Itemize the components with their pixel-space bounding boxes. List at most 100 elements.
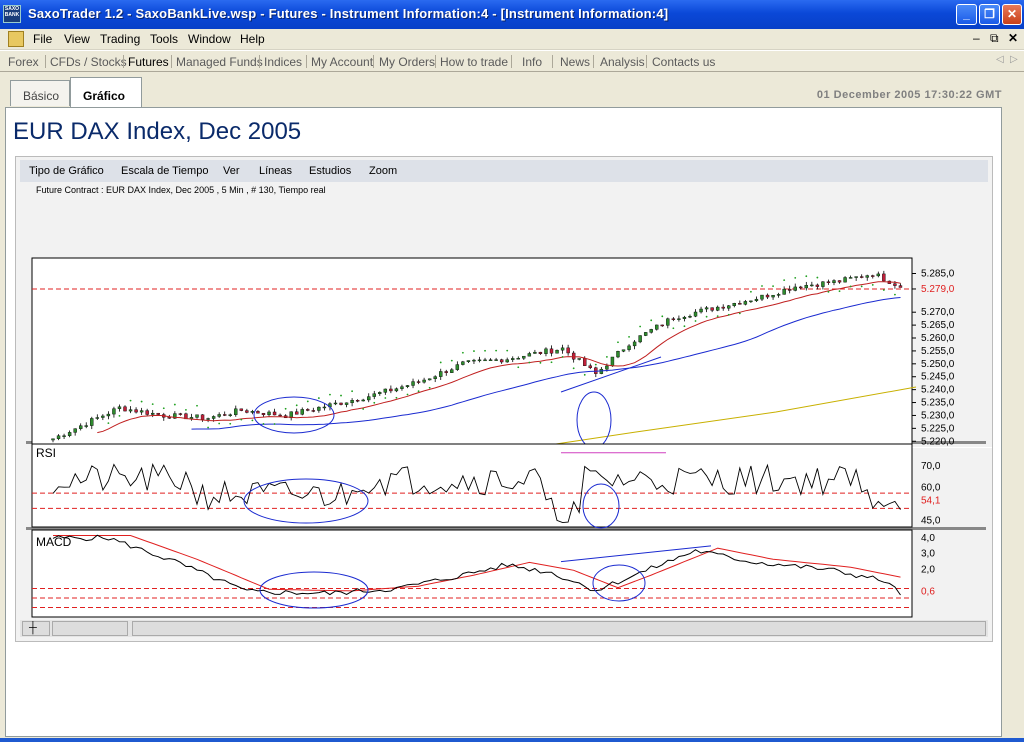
chart-panel: EUR DAX Index, Dec 2005 Tipo de Gráfico …	[5, 107, 1002, 737]
rsi-label: RSI	[36, 446, 56, 460]
sar-dot	[207, 426, 209, 429]
tab-grafico[interactable]: Gráfico	[70, 77, 142, 107]
rsi-y-tick-label: 54,1	[921, 496, 941, 507]
sar-dot	[628, 335, 630, 338]
sar-dot	[151, 403, 154, 406]
mdi-restore-button[interactable]: ⧉	[990, 31, 999, 45]
sar-dot	[129, 399, 132, 402]
candle-body	[821, 281, 825, 287]
sar-dot	[672, 327, 675, 330]
tab-basico[interactable]: Básico	[10, 80, 70, 106]
nav-analysis[interactable]: Analysis	[600, 55, 645, 69]
candle-body	[865, 275, 869, 278]
nav-scroll-left-icon[interactable]: ◁	[996, 54, 1004, 65]
candle-body	[749, 300, 753, 303]
nav-info[interactable]: Info	[522, 55, 543, 69]
nav-contacts-us[interactable]: Contacts us	[652, 55, 716, 69]
nav-futures[interactable]: Futures	[128, 55, 169, 69]
candle-body	[117, 406, 122, 409]
nav-how-to-trade[interactable]: How to trade	[440, 55, 509, 69]
y-tick-label: 5.285,0	[921, 268, 955, 279]
candle-body	[793, 286, 797, 291]
sar-dot	[306, 400, 309, 403]
minimize-button[interactable]: _	[956, 4, 977, 25]
menu-help[interactable]: Help	[240, 32, 265, 46]
sar-dot	[794, 277, 797, 279]
candle-body	[854, 276, 858, 278]
sar-dot	[772, 285, 774, 288]
annotation-ellipse	[582, 483, 620, 529]
chart-svg[interactable]: 09:0009:3010:0010:3011:0011:3012:0012:30…	[16, 157, 994, 643]
candle-body	[200, 414, 205, 420]
instrument-tabs-area: Básico Gráfico 01 December 2005 17:30:22…	[0, 72, 1024, 742]
rsi-y-tick-label: 60,0	[921, 483, 941, 494]
candle-body	[228, 414, 232, 416]
chart-menu-zoom[interactable]: Zoom	[369, 165, 398, 177]
candle-body	[782, 288, 786, 295]
menu-window[interactable]: Window	[188, 32, 231, 46]
maximize-button[interactable]: ❐	[979, 4, 1000, 25]
sar-dot	[650, 319, 653, 322]
candle-body	[128, 409, 133, 412]
candle-body	[660, 324, 664, 327]
candle-body	[250, 411, 255, 413]
y-tick-label: 5.245,0	[921, 372, 955, 383]
candle-body	[682, 316, 687, 319]
mdi-minimize-button[interactable]: –	[973, 31, 980, 45]
menu-tools[interactable]: Tools	[150, 32, 179, 46]
nav-cfds-stocks[interactable]: CFDs / Stocks	[50, 55, 127, 69]
nav-managed-funds[interactable]: Managed Funds	[176, 55, 263, 69]
chart-menu-escala-tiempo[interactable]: Escala de Tiempo	[121, 165, 209, 177]
candle-body	[843, 277, 847, 283]
nav-news[interactable]: News	[560, 55, 591, 69]
close-button[interactable]: ✕	[1002, 4, 1022, 25]
candle-body	[234, 408, 238, 415]
candle-body	[62, 435, 66, 437]
sar-dot	[317, 397, 320, 399]
candle-body	[765, 294, 770, 298]
menu-trading[interactable]: Trading	[100, 32, 141, 46]
chart-menu-lineas[interactable]: Líneas	[259, 165, 293, 177]
nav-my-account[interactable]: My Account	[311, 55, 374, 69]
candle-body	[295, 411, 299, 415]
mdi-close-button[interactable]: ✕	[1008, 31, 1019, 45]
candle-body	[760, 294, 764, 300]
menu-file[interactable]: File	[33, 32, 53, 46]
child-window-icon[interactable]	[8, 31, 24, 47]
candle-body	[583, 358, 587, 366]
trend-line	[560, 356, 662, 393]
candle-body	[306, 409, 310, 411]
menu-view[interactable]: View	[64, 32, 90, 46]
candle-body	[621, 349, 626, 352]
candle-body	[666, 318, 670, 326]
candle-body	[511, 358, 515, 360]
sar-dot	[750, 290, 752, 293]
candle-body	[649, 329, 653, 333]
candle-body	[483, 359, 487, 362]
candle-body	[832, 280, 836, 283]
crosshair-icon[interactable]: ┼	[22, 621, 50, 636]
candle-body	[267, 411, 271, 416]
chart-menu-ver[interactable]: Ver	[223, 165, 240, 177]
sar-dot	[373, 401, 376, 404]
y-tick-label: 5.260,0	[921, 333, 955, 344]
candle-body	[466, 360, 471, 362]
nav-my-orders[interactable]: My Orders	[379, 55, 436, 69]
nav-forex[interactable]: Forex	[8, 55, 39, 69]
candle-body	[571, 352, 576, 360]
chart-menu-estudios[interactable]: Estudios	[309, 165, 352, 177]
candle-body	[333, 402, 338, 405]
candle-body	[67, 432, 72, 436]
ma-fast-line	[97, 281, 901, 434]
candle-body	[272, 411, 277, 416]
candle-body	[173, 413, 177, 419]
candle-body	[533, 351, 537, 354]
candle-body	[688, 316, 692, 318]
nav-scroll-right-icon[interactable]: ▷	[1010, 54, 1018, 65]
sar-dot	[727, 313, 730, 316]
macd-y-tick-label: 2,0	[921, 565, 935, 576]
candle-body	[367, 396, 371, 401]
server-datetime: 01 December 2005 17:30:22 GMT	[816, 89, 1002, 101]
nav-indices[interactable]: Indices	[264, 55, 303, 69]
chart-menu-tipo-grafico[interactable]: Tipo de Gráfico	[29, 165, 104, 177]
